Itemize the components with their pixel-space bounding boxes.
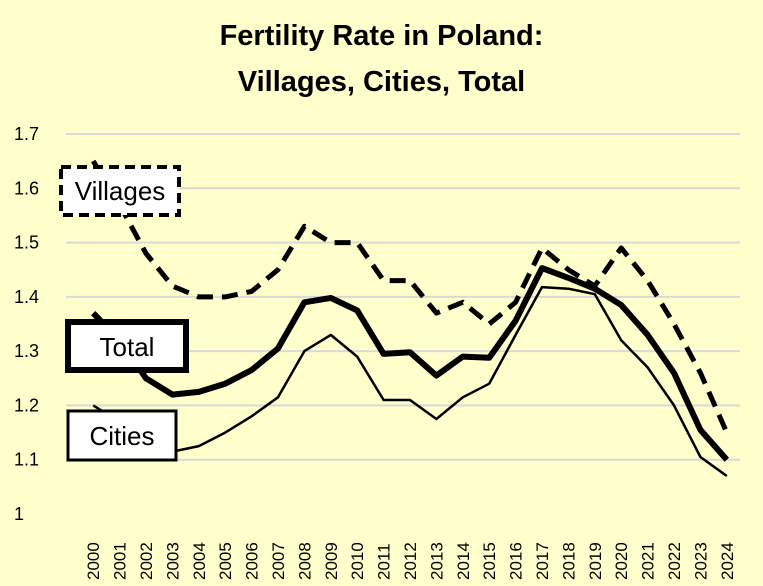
x-tick-label: 2018 [559, 542, 578, 580]
legend-box-total [65, 319, 189, 373]
y-axis-ticks: 1 1.1 1.2 1.3 1.4 1.5 1.6 1.7 [14, 124, 39, 524]
x-tick-label: 2015 [480, 542, 499, 580]
x-tick-label: 2020 [612, 542, 631, 580]
x-tick-label: 2013 [427, 542, 446, 580]
x-tick-label: 2011 [375, 543, 394, 580]
x-tick-label: 2000 [84, 542, 103, 580]
y-tick-label: 1.2 [14, 395, 39, 415]
legend-box-villages [59, 165, 181, 217]
x-tick-label: 2004 [190, 542, 209, 580]
y-tick-label: 1.5 [14, 233, 39, 253]
x-tick-label: 2014 [454, 542, 473, 580]
x-tick-label: 2006 [243, 542, 262, 580]
x-tick-label: 2003 [163, 542, 182, 580]
x-tick-label: 2019 [586, 542, 605, 580]
x-tick-label: 2010 [348, 542, 367, 580]
legend-label-villages: Villages [75, 176, 166, 206]
x-tick-label: 2001 [111, 542, 130, 580]
y-tick-label: 1.7 [14, 124, 39, 144]
x-tick-label: 2005 [216, 542, 235, 580]
y-tick-label: 1.4 [14, 287, 39, 307]
legend-box-cities [66, 409, 178, 462]
y-tick-label: 1.3 [14, 341, 39, 361]
x-tick-label: 2023 [691, 542, 710, 580]
chart-subtitle: Villages, Cities, Total [237, 66, 526, 98]
y-tick-label: 1.6 [14, 178, 39, 198]
x-tick-label: 2022 [665, 542, 684, 580]
x-tick-label: 2007 [269, 542, 288, 580]
series-lines [91, 159, 730, 478]
x-tick-label: 2008 [295, 542, 314, 580]
chart-title: Fertility Rate in Poland: [219, 20, 544, 52]
legend-label-total: Total [100, 332, 155, 362]
x-tick-label: 2009 [322, 542, 341, 580]
x-tick-label: 2021 [639, 542, 658, 580]
y-tick-label: 1 [14, 504, 24, 524]
x-tick-label: 2024 [718, 542, 737, 580]
series-labels: Villages Total Cities [59, 165, 189, 462]
x-tick-label: 2012 [401, 542, 420, 580]
legend-label-cities: Cities [89, 421, 154, 451]
x-axis-ticks: 2000 2001 2002 2003 2004 2005 2006 2007 2008 2009… [84, 542, 737, 580]
y-tick-label: 1.1 [14, 450, 39, 470]
x-tick-label: 2017 [533, 542, 552, 580]
x-tick-label: 2002 [137, 542, 156, 580]
x-tick-label: 2016 [507, 542, 526, 580]
